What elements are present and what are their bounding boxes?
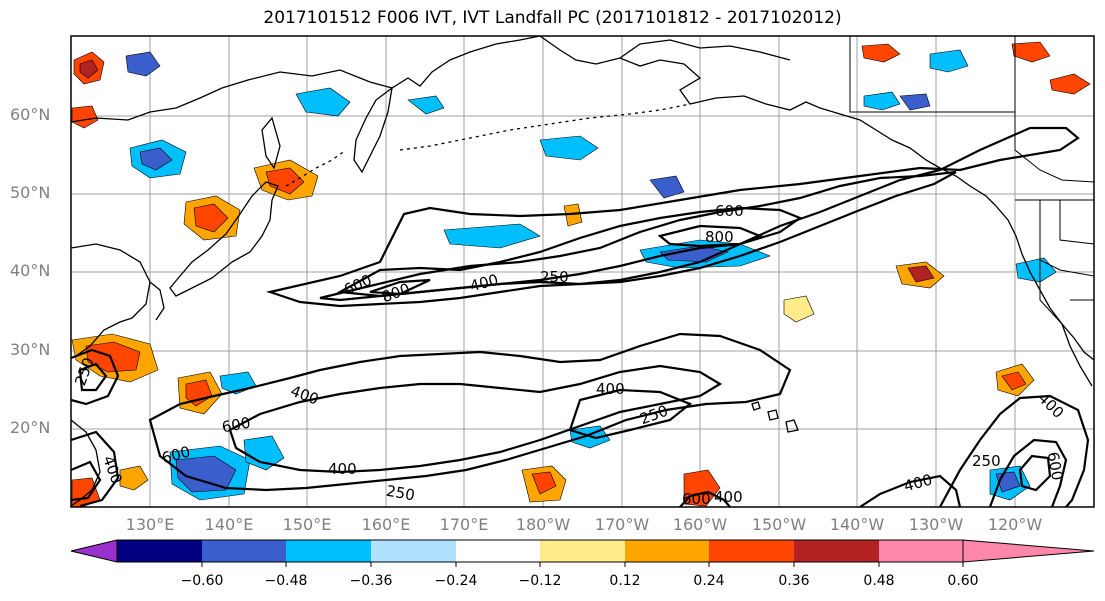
colorbar-segment [879, 540, 963, 562]
colorbar-extend-high [962, 539, 1095, 563]
colorbar-tick-label: −0.48 [264, 573, 308, 589]
lon-label: 120°W [987, 515, 1043, 534]
contour-label: 600 [715, 202, 744, 220]
lon-label: 170°E [439, 515, 489, 534]
lat-label: 30°N [10, 340, 51, 359]
coastlines [70, 35, 1095, 507]
contour-label: 250 [972, 452, 1001, 470]
contour-label: 250 [540, 268, 569, 286]
positive-pc-areas [71, 41, 1091, 508]
contour-label: 400 [714, 488, 743, 506]
graticule [71, 36, 1094, 507]
contour-label: 600 [220, 414, 251, 437]
lon-label: 150°W [751, 515, 807, 534]
contour-label: 250 [385, 482, 416, 505]
colorbar-segment [709, 540, 794, 562]
colorbar-tick-label: −0.36 [349, 573, 393, 589]
colorbar-tick-label: −0.12 [518, 573, 562, 589]
lon-label: 140°W [829, 515, 885, 534]
colorbar-segment [625, 540, 709, 562]
lat-label: 40°N [10, 261, 51, 280]
lon-label: 170°W [594, 515, 650, 534]
lon-label: 160°E [361, 515, 411, 534]
colorbar-tick-label: −0.24 [434, 573, 478, 589]
contour-label: 600 [1044, 450, 1067, 481]
colorbar-tick-label: 0.60 [947, 573, 979, 589]
lon-label: 140°E [204, 515, 254, 534]
colorbar-extend-low [70, 539, 118, 563]
colorbar-segment [117, 540, 202, 562]
colorbar-tick-label: 0.48 [863, 573, 895, 589]
colorbar [70, 539, 1095, 567]
colorbar-segment [286, 540, 371, 562]
contour-label: 400 [328, 460, 357, 478]
lon-label: 130°E [125, 515, 175, 534]
lon-label: 180°W [515, 515, 571, 534]
map-frame [70, 35, 1095, 508]
colorbar-segment [540, 540, 625, 562]
colorbar-tick-label: 0.36 [778, 573, 810, 589]
colorbar-segment [202, 540, 286, 562]
contour-label: 400 [596, 380, 625, 398]
contour-label: 800 [705, 228, 734, 246]
contour-label: 600 [682, 490, 711, 508]
colorbar-tick-label: 0.24 [693, 573, 725, 589]
colorbar-tick-label: 0.12 [609, 573, 641, 589]
lon-label: 160°W [672, 515, 728, 534]
lon-label: 150°E [282, 515, 332, 534]
colorbar-tick-label: −0.60 [180, 573, 224, 589]
colorbar-segment [794, 540, 879, 562]
lat-label: 60°N [10, 105, 51, 124]
lat-label: 20°N [10, 418, 51, 437]
political-borders [849, 36, 1095, 325]
lat-label: 50°N [10, 183, 51, 202]
ivt-contours [70, 126, 1090, 508]
colorbar-segment [371, 540, 456, 562]
lon-label: 130°W [908, 515, 964, 534]
colorbar-segment [456, 540, 540, 562]
map-title: 2017101512 F006 IVT, IVT Landfall PC (20… [263, 8, 842, 28]
